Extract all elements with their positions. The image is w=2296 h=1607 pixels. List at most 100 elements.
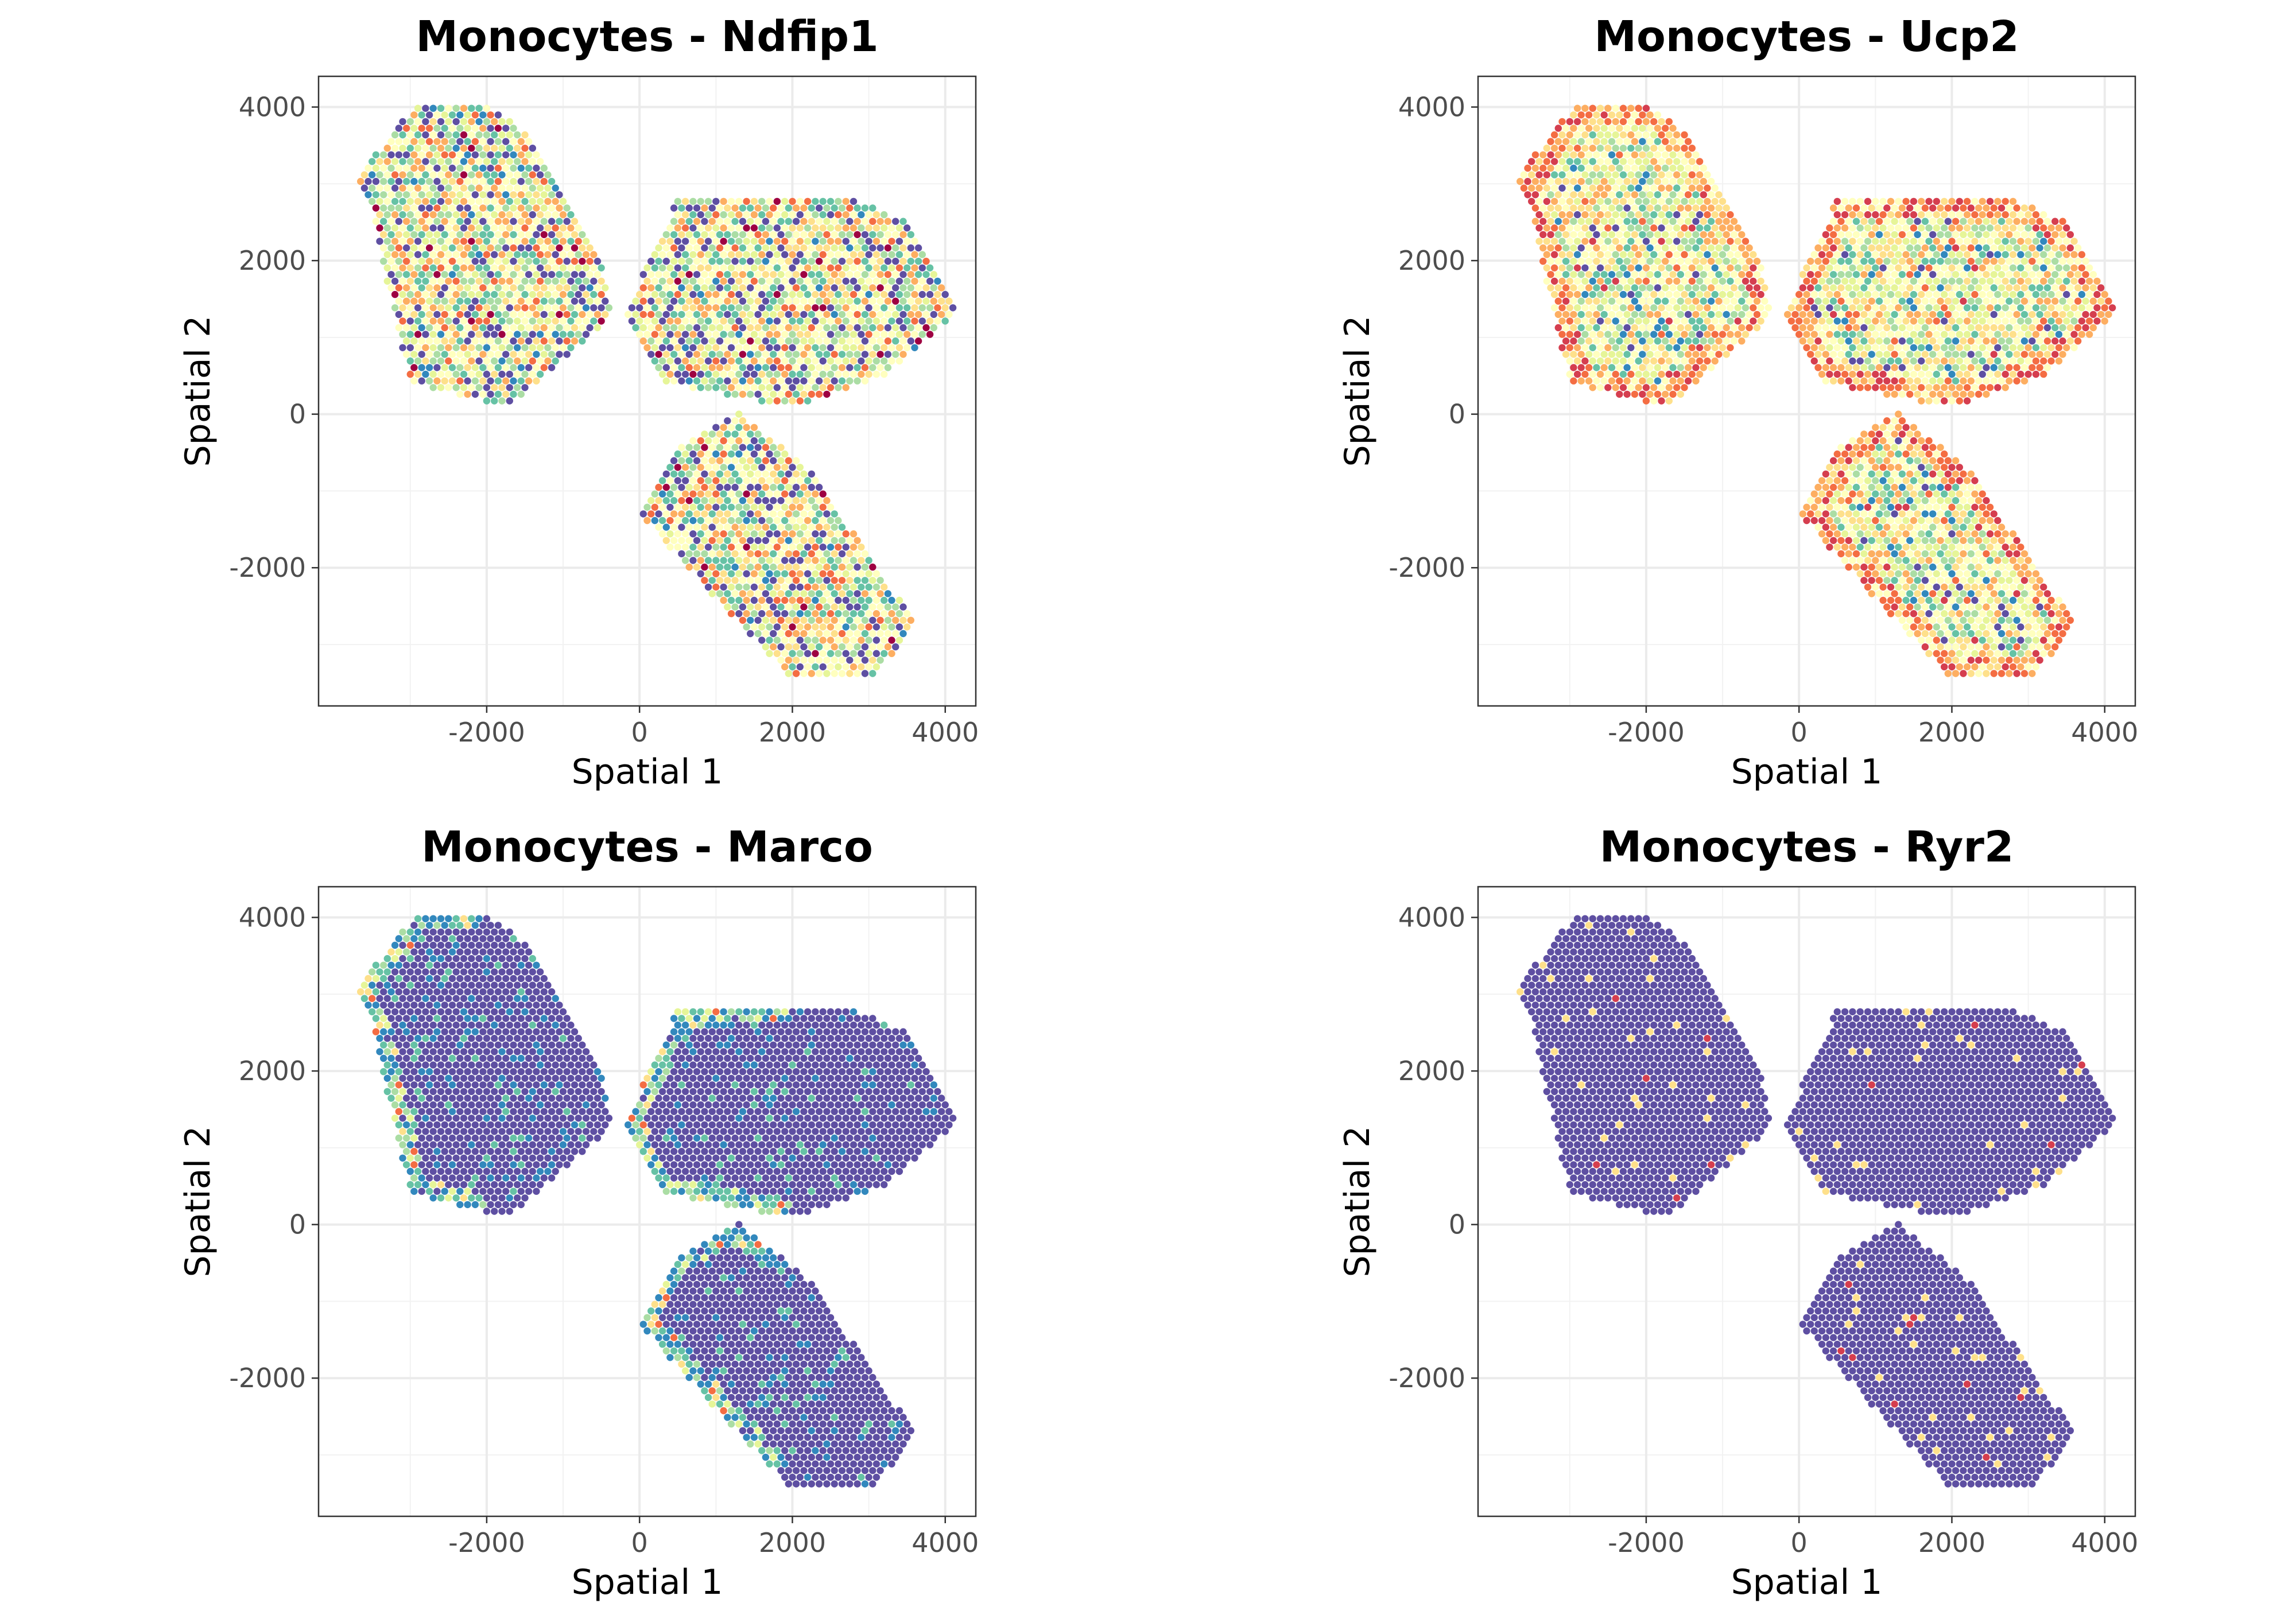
spot-point	[514, 158, 521, 165]
spot-point	[1956, 397, 1963, 405]
spot-point	[1868, 231, 1875, 238]
spot-point	[1933, 238, 1940, 245]
spot-point	[1910, 384, 1918, 391]
spot-point	[536, 251, 544, 258]
spot-point	[479, 284, 487, 292]
spot-point	[1730, 310, 1738, 319]
spot-point	[1531, 177, 1539, 185]
spot-point	[1566, 304, 1573, 312]
spot-point	[861, 231, 869, 238]
spot-point	[754, 271, 762, 278]
spot-point	[2078, 251, 2085, 258]
spot-point	[357, 177, 364, 185]
spot-point	[1948, 197, 1956, 205]
spot-point	[701, 444, 708, 451]
spot-point	[464, 284, 471, 292]
spot-point	[441, 204, 448, 212]
spot-point	[1757, 317, 1764, 325]
spot-point	[796, 224, 804, 232]
spot-point	[1883, 258, 1891, 265]
spot-point	[582, 277, 590, 285]
spot-point	[643, 277, 651, 285]
spot-point	[418, 138, 425, 145]
spot-point	[448, 284, 456, 292]
spot-point	[727, 517, 735, 525]
spot-point	[410, 364, 418, 371]
spot-point	[792, 310, 800, 319]
spot-point	[835, 557, 842, 564]
spot-point	[681, 370, 689, 378]
spot-point	[1849, 251, 1856, 258]
spot-point	[861, 324, 869, 332]
spot-point	[1566, 251, 1573, 258]
spot-point	[1891, 284, 1898, 292]
spot-point	[835, 530, 842, 538]
spot-point	[712, 583, 720, 591]
spot-point	[1635, 357, 1642, 365]
spot-point	[681, 290, 689, 298]
spot-point	[1963, 331, 1971, 338]
spot-point	[460, 357, 468, 365]
spot-point	[521, 384, 529, 391]
spot-point	[1787, 317, 1795, 325]
spot-point	[1650, 158, 1658, 165]
spot-point	[525, 177, 533, 185]
spot-point	[766, 197, 773, 205]
spot-point	[838, 284, 846, 292]
spot-point	[1956, 277, 1963, 285]
spot-point	[2009, 357, 2017, 365]
spot-point	[1673, 145, 1681, 152]
spot-point	[1845, 377, 1852, 385]
spot-point	[739, 550, 747, 558]
spot-point	[2066, 258, 2074, 265]
spot-point	[1639, 364, 1646, 371]
spot-point	[1696, 238, 1704, 245]
spot-point	[483, 104, 491, 112]
spot-point	[762, 457, 770, 464]
spot-point	[796, 264, 804, 271]
spot-point	[483, 370, 491, 378]
spot-point	[758, 610, 766, 618]
spot-point	[1841, 370, 1849, 378]
spot-point	[1757, 304, 1764, 312]
spot-point	[1738, 258, 1746, 265]
spot-point	[704, 490, 712, 498]
spot-point	[704, 304, 712, 312]
spot-point	[479, 364, 487, 371]
spot-point	[529, 370, 536, 378]
spot-point	[815, 510, 823, 518]
spot-point	[491, 145, 498, 152]
spot-point	[514, 331, 521, 338]
spot-point	[773, 610, 781, 618]
spot-point	[402, 351, 410, 358]
spot-point	[1604, 331, 1612, 338]
spot-point	[1875, 297, 1883, 305]
spot-point	[895, 596, 903, 604]
spot-point	[796, 596, 804, 604]
spot-point	[2006, 284, 2013, 292]
spot-point	[498, 317, 506, 325]
spot-point	[544, 344, 552, 351]
spot-point	[1910, 211, 1918, 219]
spot-point	[739, 231, 747, 238]
spot-point	[1914, 351, 1921, 358]
spot-point	[1681, 304, 1688, 312]
spot-point	[1524, 191, 1531, 199]
spot-point	[1906, 218, 1914, 225]
spot-point	[930, 284, 938, 292]
spot-point	[827, 211, 835, 219]
spot-point	[670, 483, 678, 491]
spot-point	[777, 377, 785, 385]
spot-point	[1596, 145, 1604, 152]
spot-point	[819, 384, 827, 391]
spot-point	[1635, 118, 1642, 126]
spot-point	[876, 351, 884, 358]
spot-point	[1543, 184, 1550, 192]
spot-point	[452, 331, 460, 338]
spot-point	[429, 264, 437, 271]
spot-point	[678, 351, 685, 358]
spot-point	[888, 596, 895, 604]
spot-point	[1921, 324, 1929, 332]
spot-point	[1612, 344, 1619, 351]
